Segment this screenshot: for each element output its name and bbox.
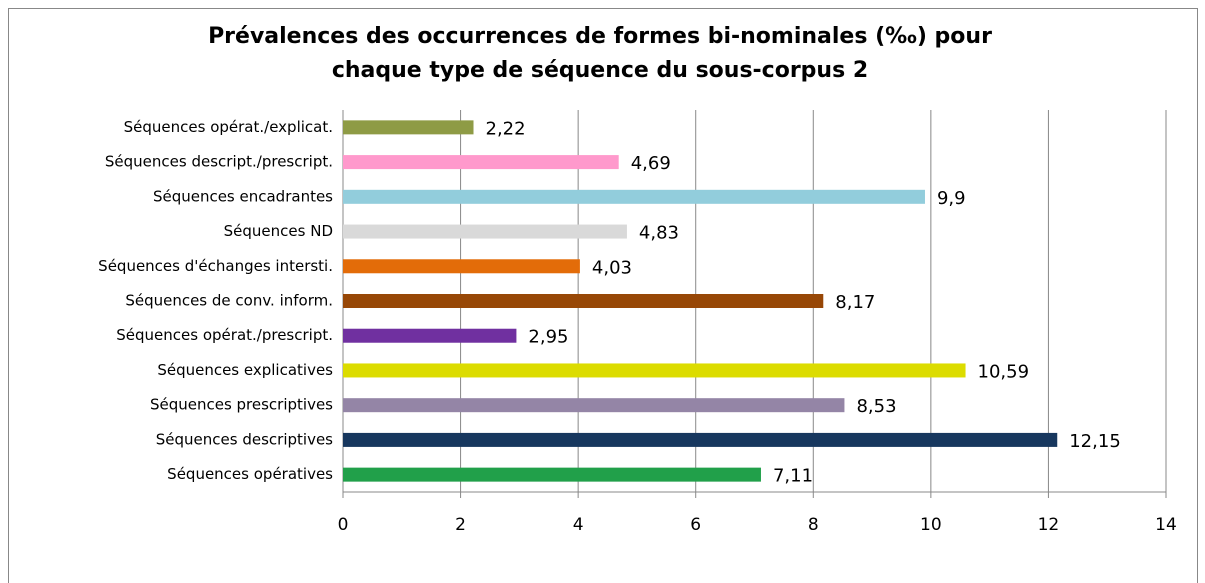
value-label: 12,15 bbox=[1069, 431, 1121, 452]
value-label: 10,59 bbox=[978, 361, 1030, 382]
value-label: 8,17 bbox=[835, 292, 875, 313]
value-label: 4,83 bbox=[639, 223, 679, 244]
bar bbox=[343, 432, 1058, 447]
value-label: 4,03 bbox=[592, 257, 632, 278]
x-tick-label: 8 bbox=[808, 515, 819, 535]
y-tick-label: Séquences prescriptives bbox=[150, 396, 333, 414]
bar bbox=[343, 363, 966, 378]
y-tick-label: Séquences d'échanges intersti. bbox=[98, 257, 333, 275]
value-label: 9,9 bbox=[937, 188, 966, 209]
value-label: 2,95 bbox=[528, 327, 568, 348]
bar bbox=[343, 155, 619, 170]
y-tick-label: Séquences opérat./explicat. bbox=[124, 118, 333, 136]
y-tick-label: Séquences descriptives bbox=[156, 430, 333, 448]
bar bbox=[343, 224, 627, 239]
bar bbox=[343, 259, 580, 274]
chart-border bbox=[8, 8, 1198, 583]
x-tick-label: 14 bbox=[1155, 515, 1177, 535]
bar bbox=[343, 189, 925, 204]
bar bbox=[343, 328, 517, 343]
value-label: 7,11 bbox=[773, 466, 813, 487]
y-tick-label: Séquences encadrantes bbox=[153, 187, 333, 205]
y-tick-label: Séquences opérat./prescript. bbox=[116, 326, 333, 344]
x-tick-label: 6 bbox=[690, 515, 701, 535]
x-tick-label: 4 bbox=[573, 515, 584, 535]
y-tick-label: Séquences de conv. inform. bbox=[125, 292, 333, 310]
x-tick-label: 2 bbox=[455, 515, 466, 535]
bar bbox=[343, 398, 845, 413]
y-tick-label: Séquences ND bbox=[224, 222, 333, 240]
x-tick-label: 10 bbox=[920, 515, 942, 535]
y-tick-label: Séquences opératives bbox=[167, 465, 333, 483]
value-label: 2,22 bbox=[486, 118, 526, 139]
y-tick-label: Séquences descript./prescript. bbox=[105, 153, 333, 171]
bar bbox=[343, 120, 474, 135]
bar bbox=[343, 294, 824, 308]
bar bbox=[343, 467, 761, 482]
x-tick-label: 0 bbox=[338, 515, 349, 535]
chart-title: Prévalences des occurrences de formes bi… bbox=[208, 24, 992, 83]
y-tick-label: Séquences explicatives bbox=[157, 361, 333, 379]
value-label: 8,53 bbox=[856, 396, 896, 417]
value-label: 4,69 bbox=[631, 153, 671, 174]
x-tick-label: 12 bbox=[1038, 515, 1060, 535]
